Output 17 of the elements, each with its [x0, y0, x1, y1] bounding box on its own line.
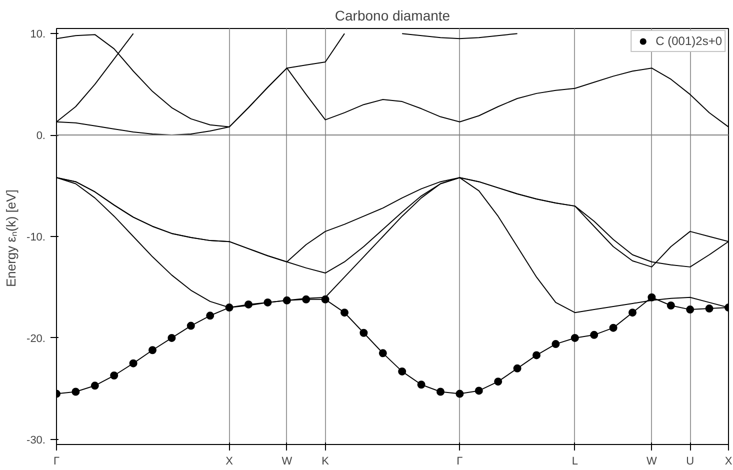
y-axis-title: Energy εₙ(k) [eV] — [4, 190, 19, 288]
x-tick-label: U — [686, 456, 694, 468]
x-tick-label: X — [226, 456, 234, 468]
y-tick-label: 10. — [30, 28, 46, 41]
x-tick-label: X — [724, 456, 733, 468]
y-tick-label: -10. — [26, 232, 46, 244]
y-tick-label: -30. — [26, 434, 46, 446]
legend-label: C (001)2s+0 — [656, 34, 722, 48]
x-tick-label: Γ — [53, 456, 60, 468]
x-tick-label: W — [282, 456, 293, 468]
x-tick-label: K — [322, 456, 330, 468]
x-tick-label: Γ — [456, 456, 463, 468]
y-tick-label: 0. — [36, 130, 46, 142]
x-tick-label: W — [646, 456, 658, 468]
y-tick-label: -20. — [26, 332, 46, 345]
chart-title: Carbono diamante — [334, 8, 450, 24]
x-tick-label: L — [572, 456, 578, 468]
